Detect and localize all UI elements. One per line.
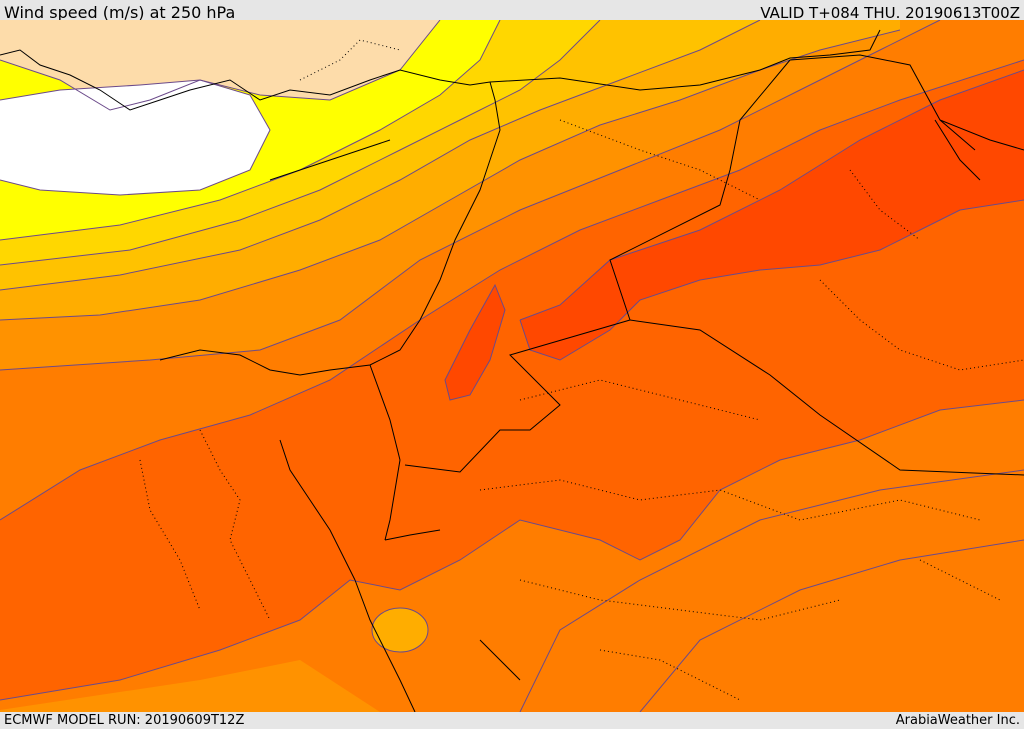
band-jet-core-west — [445, 285, 505, 400]
country-borders — [369, 54, 1024, 476]
footer-bar: ECMWF MODEL RUN: 20190609T12Z ArabiaWeat… — [0, 712, 1024, 729]
credit: ArabiaWeather Inc. — [895, 713, 1020, 728]
band-local-blob — [372, 608, 428, 652]
map-title: Wind speed (m/s) at 250 hPa — [4, 3, 236, 22]
contour-lines — [0, 20, 1024, 712]
map-canvas — [0, 20, 1024, 712]
band-calm — [0, 80, 270, 195]
model-run: ECMWF MODEL RUN: 20190609T12Z — [4, 713, 245, 728]
wind-speed-map — [0, 20, 1024, 712]
valid-time: VALID T+084 THU. 20190613T00Z — [760, 4, 1020, 22]
coastlines — [0, 29, 981, 712]
band-jet-core — [520, 70, 1024, 360]
header-bar: Wind speed (m/s) at 250 hPa VALID T+084 … — [0, 0, 1024, 22]
provincial-borders — [139, 39, 1024, 701]
